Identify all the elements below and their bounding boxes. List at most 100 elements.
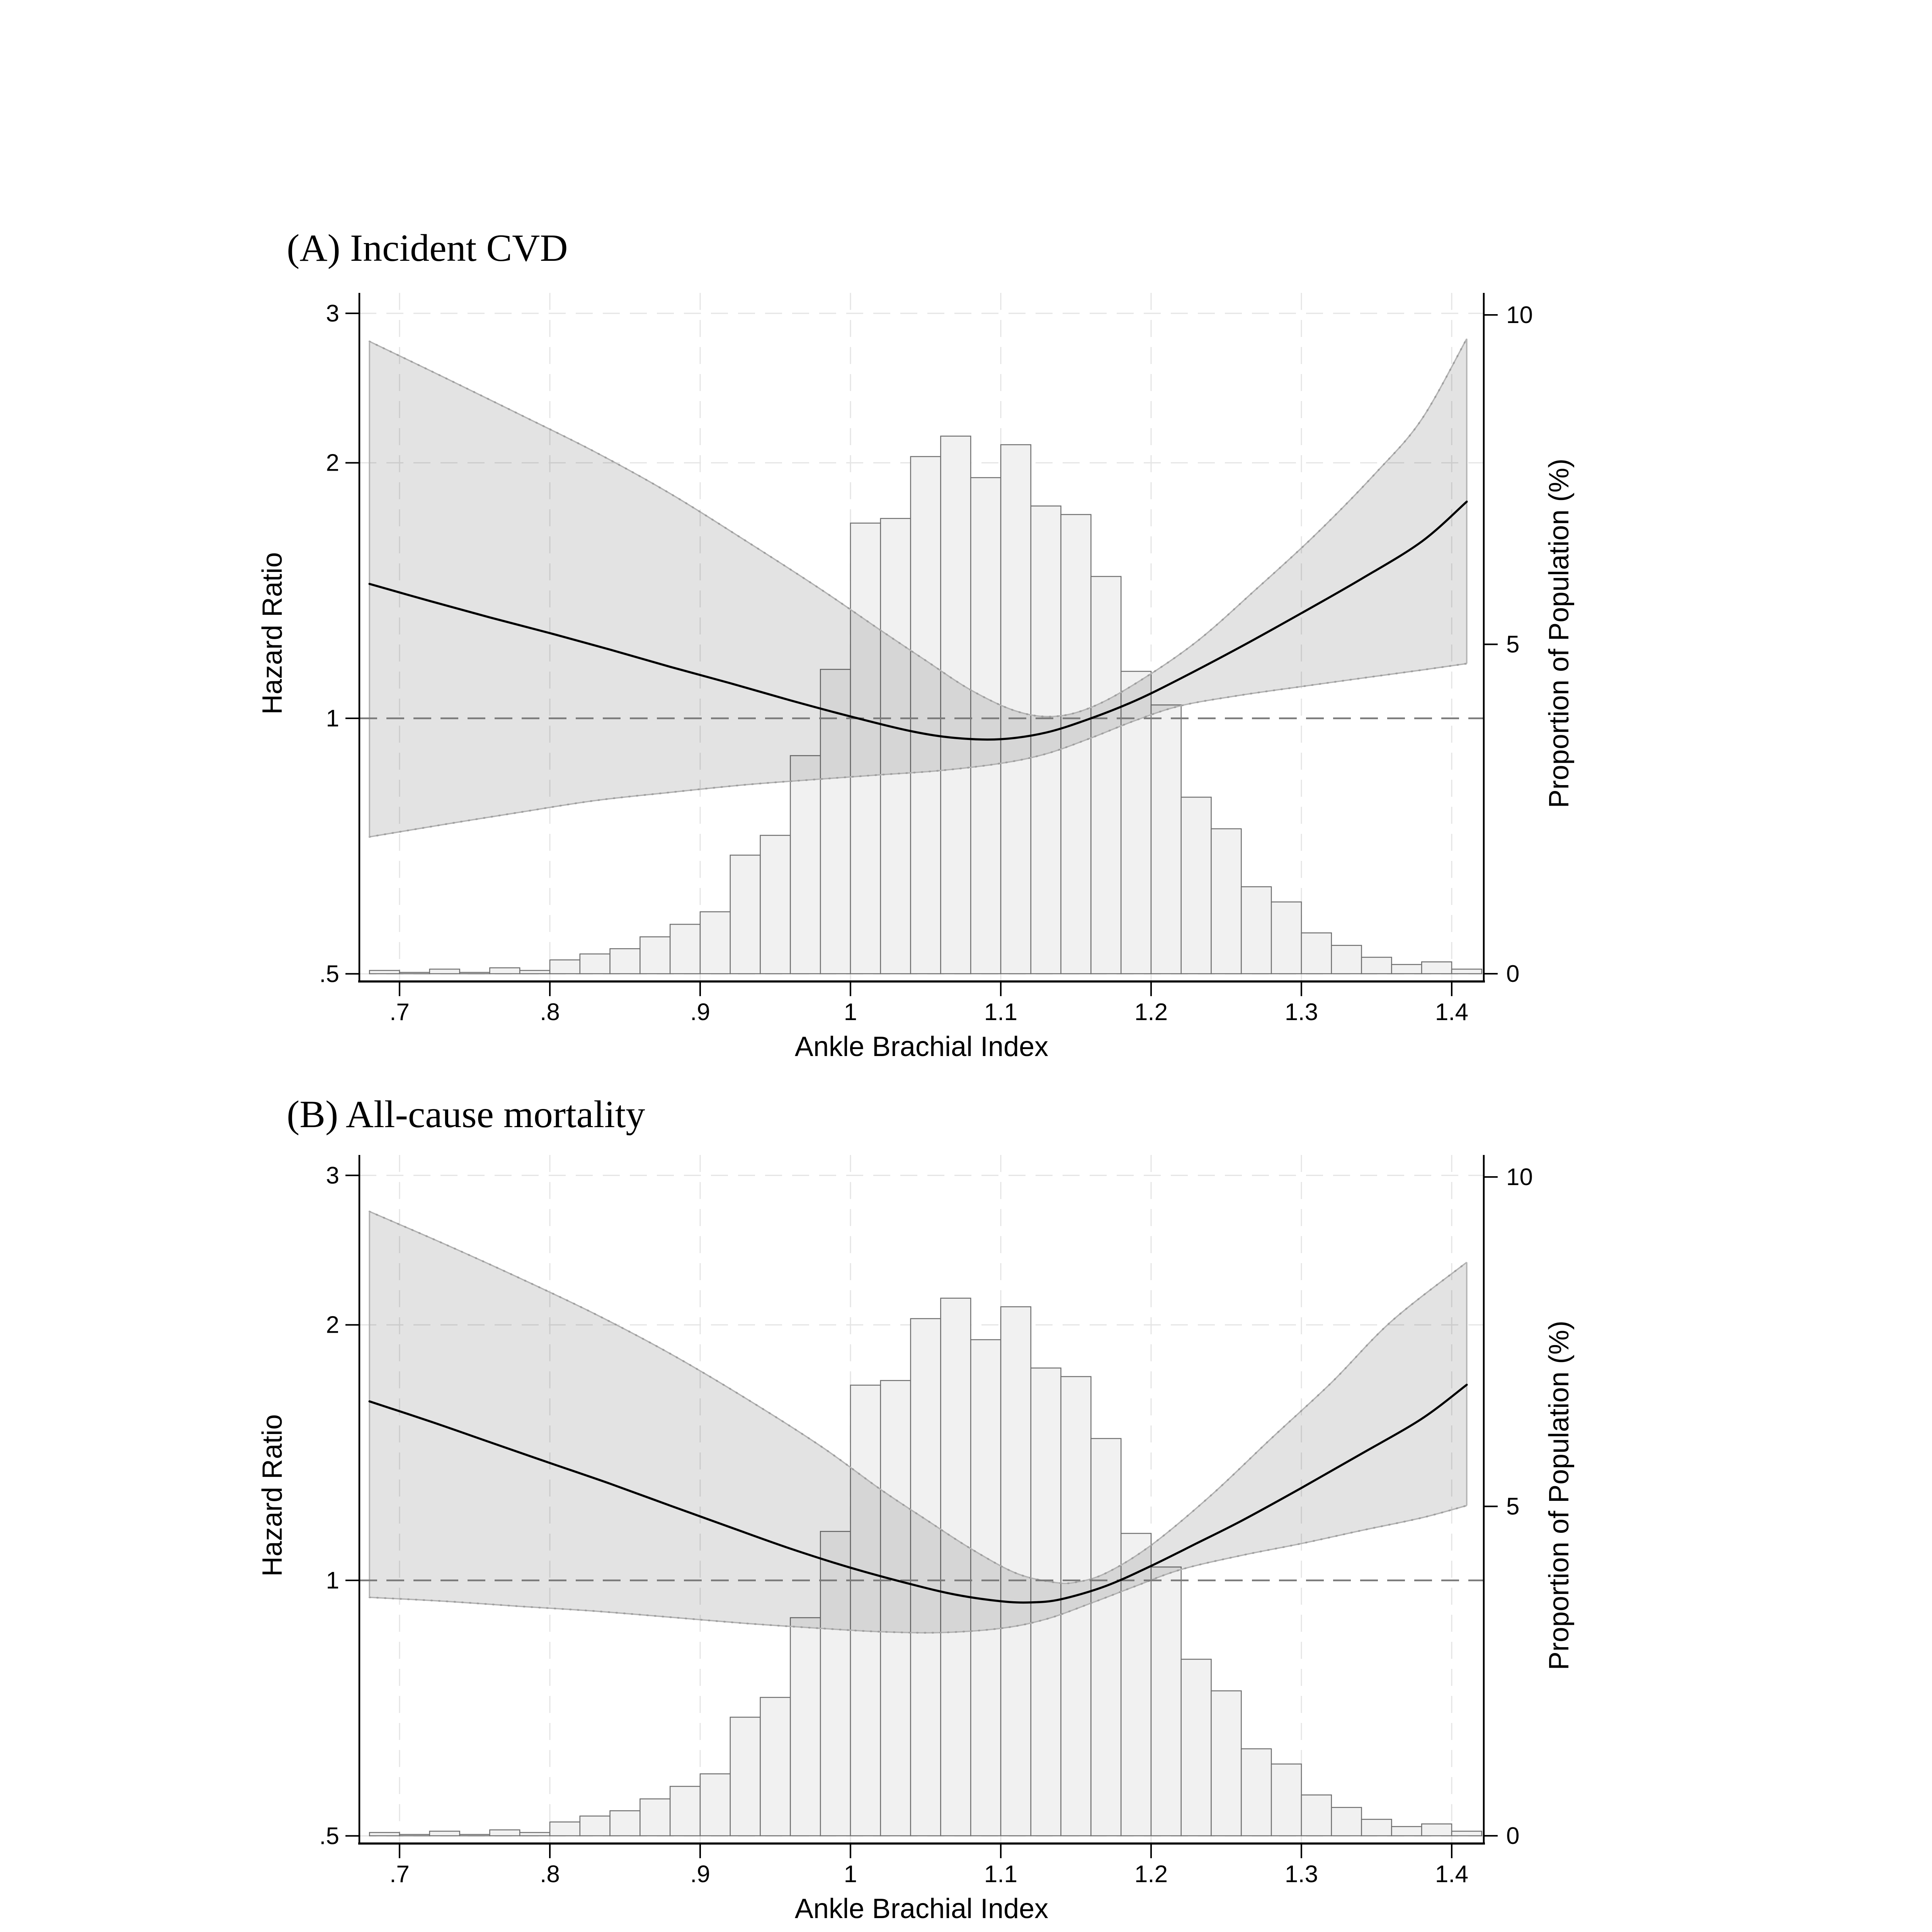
histogram-bar [489, 1829, 520, 1837]
histogram-bar [579, 1815, 611, 1837]
histogram-bar [699, 1773, 731, 1837]
histogram-bar [850, 1384, 881, 1837]
histogram-bar [1090, 1438, 1122, 1837]
histogram-bar [1421, 961, 1452, 975]
histogram-bar [399, 972, 430, 975]
x-tick-label: 1.3 [1285, 1861, 1318, 1888]
left-tick-label: 2 [326, 450, 339, 476]
histogram-bar [639, 936, 671, 975]
histogram-bar [1270, 901, 1302, 975]
panel-a-title: (A) Incident CVD [287, 226, 568, 269]
histogram-bar [1060, 1376, 1092, 1837]
histogram-bar [1361, 957, 1392, 975]
hazard-ratio-curve [368, 1384, 1468, 1604]
histogram-bar [1391, 1826, 1422, 1837]
ci-band [369, 338, 1467, 837]
histogram-bar [1211, 1690, 1242, 1837]
left-tick-label: 3 [326, 1162, 339, 1189]
x-tick-label: 1.1 [984, 999, 1017, 1026]
histogram-bar [429, 968, 460, 975]
histogram-bar [790, 755, 821, 975]
ci-band-edge [369, 1211, 1467, 1584]
histogram-bar [1331, 1807, 1362, 1837]
histogram-bar [1451, 968, 1483, 975]
ci-band-edge-dots [368, 1505, 1468, 1634]
x-tick-label: 1.3 [1285, 999, 1318, 1026]
histogram-bar [970, 477, 1002, 975]
histogram-bar [519, 1832, 551, 1837]
left-tick-label: .5 [319, 1823, 339, 1849]
right-tick-label: 5 [1506, 631, 1519, 658]
histogram-bar [1090, 576, 1122, 975]
x-tick-label: 1 [844, 1861, 857, 1888]
histogram-bar [1030, 505, 1061, 975]
histogram-bar [1000, 1306, 1032, 1837]
x-tick-label: 1.2 [1134, 999, 1168, 1026]
x-tick-label: 1 [844, 999, 857, 1026]
panel-b-right-axis-title: Proportion of Population (%) [1544, 1320, 1575, 1670]
x-tick-label: .7 [389, 999, 410, 1026]
histogram-bar [970, 1339, 1002, 1837]
histogram-bar [910, 1318, 941, 1837]
x-tick-label: .9 [690, 1861, 710, 1888]
panel-b-x-axis-title: Ankle Brachial Index [794, 1893, 1049, 1924]
histogram-bar [1270, 1763, 1302, 1837]
population-histogram [369, 435, 1483, 975]
x-tick-label: .7 [389, 1861, 410, 1888]
left-tick-label: 2 [326, 1312, 339, 1338]
hazard-ratio-curve [368, 500, 1468, 741]
histogram-bar [1120, 671, 1152, 975]
histogram-bar [459, 1834, 490, 1837]
histogram-bar [1241, 886, 1272, 975]
histogram-bar [820, 1531, 851, 1837]
histogram-bar [880, 518, 911, 975]
histogram-bar [760, 1697, 791, 1837]
histogram-bar [669, 923, 701, 975]
panel-a-plot: .5 1 2 3 0 5 10 .7 .8 .9 1 1.1 1.2 1.3 1.4 [319, 293, 1533, 1026]
histogram-bar [730, 854, 761, 975]
left-tick-label: 3 [326, 300, 339, 327]
histogram-bar [940, 435, 971, 975]
histogram-bar [669, 1786, 701, 1837]
histogram-bar [1180, 1658, 1212, 1837]
histogram-bar [820, 669, 851, 975]
histogram-bar [1241, 1748, 1272, 1837]
histogram-bar [1361, 1819, 1392, 1837]
histogram-bar [519, 970, 551, 975]
ci-band-edge-dots [368, 338, 1468, 718]
population-histogram [369, 1298, 1483, 1837]
histogram-bar [1301, 1794, 1332, 1837]
panel-b-plot: .5 1 2 3 0 5 10 .7 .8 .9 1 1.1 1.2 1.3 1.4 [319, 1155, 1533, 1888]
panel-a-left-axis-title: Hazard Ratio [257, 552, 288, 715]
histogram-bar [489, 967, 520, 975]
ci-band [369, 1211, 1467, 1633]
x-tick-label: 1.4 [1435, 999, 1468, 1026]
histogram-bar [1000, 444, 1032, 975]
histogram-bar [1391, 964, 1422, 975]
panel-b-left-axis-title: Hazard Ratio [257, 1414, 288, 1577]
right-tick-label: 10 [1506, 302, 1533, 328]
histogram-bar [1150, 704, 1182, 975]
histogram-bar [1451, 1830, 1483, 1837]
histogram-bar [639, 1798, 671, 1837]
left-tick-label: .5 [319, 961, 339, 987]
histogram-bar [760, 835, 791, 975]
histogram-bar [730, 1716, 761, 1837]
right-tick-label: 0 [1506, 1823, 1519, 1849]
right-tick-label: 10 [1506, 1164, 1533, 1190]
histogram-bar [1331, 945, 1362, 975]
histogram-bar [1150, 1566, 1182, 1837]
x-tick-label: 1.1 [984, 1861, 1017, 1888]
right-tick-label: 5 [1506, 1493, 1519, 1520]
x-tick-label: 1.2 [1134, 1861, 1168, 1888]
histogram-bar [1120, 1533, 1152, 1837]
left-tick-label: 1 [326, 705, 339, 732]
x-tick-label: .9 [690, 999, 710, 1026]
x-tick-label: 1.4 [1435, 1861, 1468, 1888]
x-tick-label: .8 [540, 1861, 560, 1888]
x-tick-label: .8 [540, 999, 560, 1026]
panel-b-title: (B) All-cause mortality [287, 1093, 645, 1136]
histogram-bar [459, 972, 490, 975]
